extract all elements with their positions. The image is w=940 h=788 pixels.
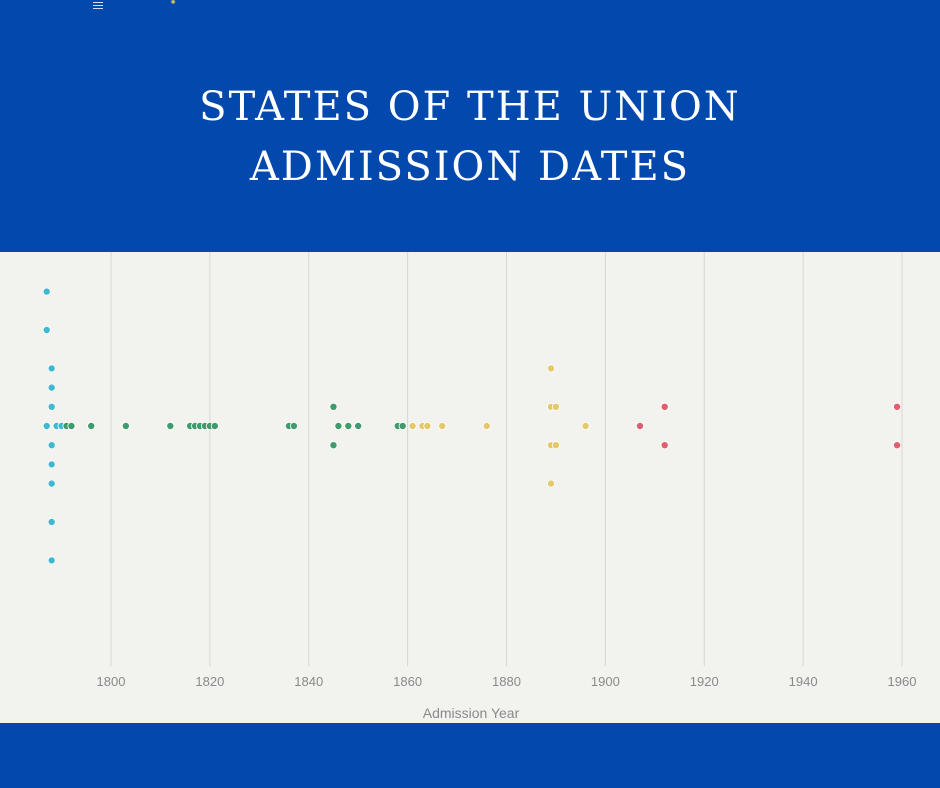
state-point[interactable] — [47, 364, 56, 373]
state-point[interactable] — [289, 421, 298, 430]
state-point[interactable] — [166, 421, 175, 430]
state-point[interactable] — [47, 383, 56, 392]
state-point[interactable] — [581, 421, 590, 430]
state-point[interactable] — [660, 441, 669, 450]
x-tick-label: 1840 — [294, 674, 323, 689]
state-point[interactable] — [121, 421, 130, 430]
seal-logo-icon[interactable]: ✺ — [170, 0, 176, 6]
state-point[interactable] — [344, 421, 353, 430]
state-point[interactable] — [47, 517, 56, 526]
page-title-line-1: STATES OF THE UNION — [199, 84, 741, 130]
x-tick-label: 1820 — [195, 674, 224, 689]
x-tick-label: 1880 — [492, 674, 521, 689]
state-point[interactable] — [42, 287, 51, 296]
chart-panel: 1800 1820 1840 1860 1880 1900 1920 1940 1960 Admi… — [0, 252, 940, 723]
state-point[interactable] — [423, 421, 432, 430]
state-point[interactable] — [47, 460, 56, 469]
state-point[interactable] — [398, 421, 407, 430]
page-title-line-2: ADMISSION DATES — [249, 144, 691, 190]
footer-band — [0, 723, 940, 788]
state-point[interactable] — [47, 556, 56, 565]
x-tick-label: 1860 — [393, 674, 422, 689]
x-tick-label: 1960 — [888, 674, 917, 689]
state-point[interactable] — [408, 421, 417, 430]
state-point[interactable] — [354, 421, 363, 430]
state-point[interactable] — [551, 402, 560, 411]
state-point[interactable] — [42, 421, 51, 430]
header-banner: ✺ STATES OF THE UNION ADMISSION DATES — [0, 0, 940, 252]
x-tick-label: 1920 — [690, 674, 719, 689]
state-point[interactable] — [42, 326, 51, 335]
state-point[interactable] — [660, 402, 669, 411]
x-axis-label: Admission Year — [423, 705, 520, 721]
state-point[interactable] — [47, 479, 56, 488]
state-point[interactable] — [329, 402, 338, 411]
state-point[interactable] — [329, 441, 338, 450]
state-point[interactable] — [546, 479, 555, 488]
state-point[interactable] — [47, 402, 56, 411]
state-point[interactable] — [210, 421, 219, 430]
x-tick-label: 1900 — [591, 674, 620, 689]
state-point[interactable] — [67, 421, 76, 430]
state-point[interactable] — [635, 421, 644, 430]
state-point[interactable] — [551, 441, 560, 450]
state-point[interactable] — [893, 402, 902, 411]
state-point[interactable] — [482, 421, 491, 430]
state-point[interactable] — [334, 421, 343, 430]
admission-dates-scatter-chart: 1800 1820 1840 1860 1880 1900 1920 1940 1960 Admi… — [42, 252, 917, 721]
state-point[interactable] — [546, 364, 555, 373]
hamburger-menu-icon[interactable] — [93, 0, 103, 10]
state-point[interactable] — [438, 421, 447, 430]
x-tick-label: 1940 — [789, 674, 818, 689]
x-tick-label: 1800 — [97, 674, 126, 689]
state-point[interactable] — [47, 441, 56, 450]
state-point[interactable] — [87, 421, 96, 430]
state-point[interactable] — [893, 441, 902, 450]
